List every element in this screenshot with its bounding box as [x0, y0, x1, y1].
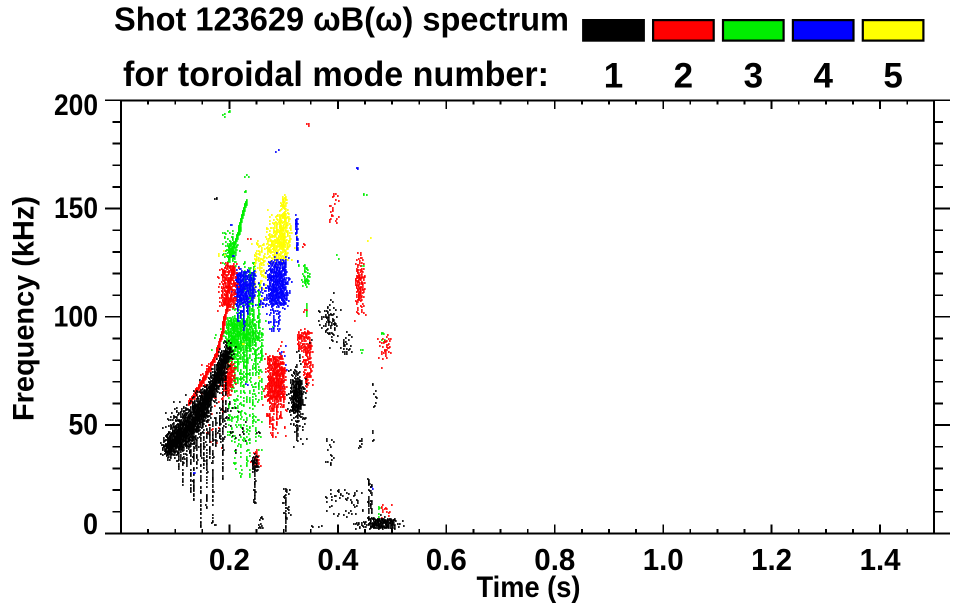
svg-text:2: 2 — [674, 57, 693, 96]
svg-text:1.4: 1.4 — [860, 542, 902, 577]
svg-text:3: 3 — [744, 57, 763, 96]
svg-text:1: 1 — [604, 57, 623, 96]
svg-text:for toroidal mode number:: for toroidal mode number: — [123, 55, 549, 94]
svg-text:50: 50 — [69, 409, 99, 442]
svg-text:0.2: 0.2 — [209, 542, 250, 577]
svg-text:0.4: 0.4 — [317, 542, 359, 577]
svg-text:100: 100 — [54, 300, 99, 333]
svg-text:200: 200 — [54, 89, 98, 122]
svg-text:Time (s): Time (s) — [477, 571, 581, 604]
svg-text:Shot 123629 ωB(ω) spectrum: Shot 123629 ωB(ω) spectrum — [114, 1, 569, 38]
svg-text:1.2: 1.2 — [751, 542, 792, 577]
svg-text:0: 0 — [83, 508, 98, 541]
svg-text:150: 150 — [54, 192, 98, 225]
svg-text:0.6: 0.6 — [426, 542, 467, 577]
svg-text:1.0: 1.0 — [643, 542, 684, 577]
svg-text:4: 4 — [813, 57, 833, 96]
svg-text:5: 5 — [883, 57, 902, 96]
svg-text:Frequency (kHz): Frequency (kHz) — [8, 196, 41, 421]
svg-text:0.8: 0.8 — [534, 542, 575, 577]
